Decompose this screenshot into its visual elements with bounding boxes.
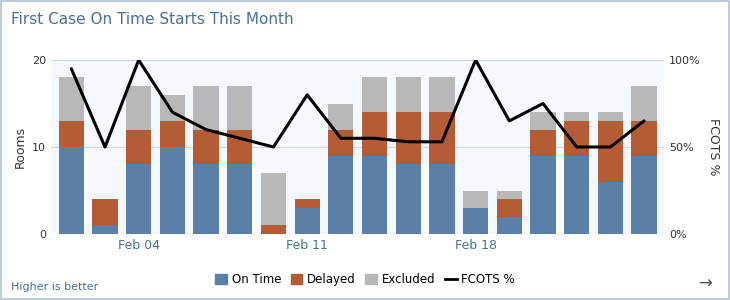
Bar: [227, 86, 253, 130]
Bar: [496, 190, 522, 199]
Bar: [93, 225, 118, 234]
Bar: [126, 130, 151, 164]
Bar: [531, 130, 556, 156]
Bar: [496, 217, 522, 234]
Bar: [631, 121, 657, 156]
Bar: [429, 164, 455, 234]
Bar: [227, 164, 253, 234]
Bar: [294, 199, 320, 208]
Text: Higher is better: Higher is better: [11, 283, 99, 292]
Bar: [463, 190, 488, 208]
Bar: [58, 77, 84, 121]
Bar: [396, 77, 421, 112]
Bar: [362, 77, 387, 112]
Bar: [58, 121, 84, 147]
Text: First Case On Time Starts This Month: First Case On Time Starts This Month: [11, 12, 293, 27]
Y-axis label: Rooms: Rooms: [14, 126, 26, 168]
Y-axis label: FCOTS %: FCOTS %: [707, 118, 721, 176]
Bar: [429, 77, 455, 112]
Bar: [160, 147, 185, 234]
Bar: [126, 164, 151, 234]
Bar: [496, 199, 522, 217]
Bar: [631, 156, 657, 234]
Bar: [429, 112, 455, 164]
Bar: [531, 156, 556, 234]
Bar: [193, 86, 219, 130]
Bar: [463, 208, 488, 234]
Bar: [93, 199, 118, 225]
Text: →: →: [698, 274, 712, 292]
Bar: [261, 173, 286, 225]
Bar: [126, 86, 151, 130]
Bar: [227, 130, 253, 164]
Bar: [160, 95, 185, 121]
Bar: [294, 208, 320, 234]
Bar: [328, 156, 353, 234]
Legend: On Time, Delayed, Excluded, FCOTS %: On Time, Delayed, Excluded, FCOTS %: [210, 269, 520, 291]
Bar: [328, 103, 353, 130]
Bar: [396, 164, 421, 234]
Bar: [160, 121, 185, 147]
Bar: [564, 121, 589, 156]
Bar: [362, 156, 387, 234]
Bar: [631, 86, 657, 121]
Bar: [598, 121, 623, 182]
Bar: [598, 182, 623, 234]
Bar: [193, 164, 219, 234]
Bar: [564, 112, 589, 121]
Bar: [58, 147, 84, 234]
Bar: [328, 130, 353, 156]
Bar: [396, 112, 421, 164]
Bar: [564, 156, 589, 234]
Bar: [362, 112, 387, 156]
Bar: [531, 112, 556, 130]
Bar: [261, 225, 286, 234]
Bar: [193, 130, 219, 164]
Bar: [598, 112, 623, 121]
